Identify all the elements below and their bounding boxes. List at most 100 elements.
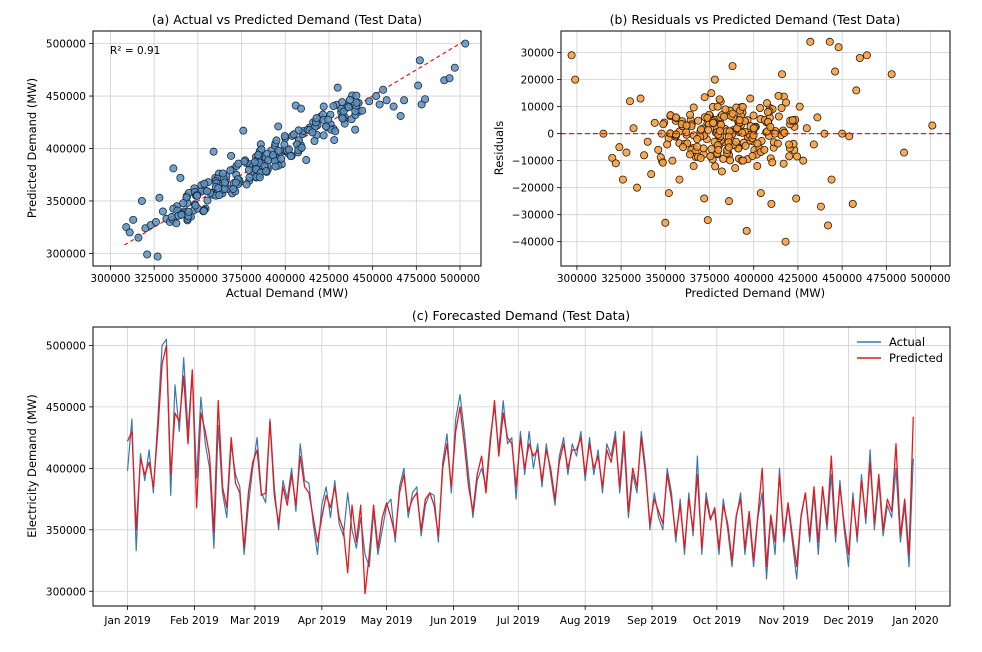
panel-a-ylabel: Predicted Demand (MW) — [25, 78, 39, 218]
panel-c-xtick-label: Aug 2019 — [560, 615, 611, 627]
panel-c-title: (c) Forecasted Demand (Test Data) — [412, 308, 630, 323]
panel-b-point — [825, 37, 834, 46]
panel-b-point — [694, 116, 703, 125]
panel-a-point — [209, 147, 218, 156]
panel-b-point — [707, 89, 716, 98]
panel-b-point — [615, 143, 624, 152]
panel-b-point — [711, 162, 720, 171]
panel-b-ytick-label: −30000 — [512, 210, 554, 222]
panel-b-point — [848, 199, 857, 208]
panel-a-point — [421, 95, 430, 104]
panel-b-point — [731, 164, 740, 173]
panel-a-point — [414, 81, 423, 90]
panel-c-xtick-label: Jan 2020 — [891, 615, 938, 627]
panel-c-xtick-label: Dec 2019 — [823, 615, 873, 627]
panel-b-xtick-label: 475000 — [866, 273, 906, 285]
panel-b-point — [739, 156, 748, 165]
panel-b-xtick-label: 350000 — [645, 273, 685, 285]
panel-a-point — [352, 98, 361, 107]
panel-b-point — [672, 130, 681, 139]
panel-c-xtick-label: Apr 2019 — [298, 615, 346, 627]
panel-b-point — [738, 128, 747, 137]
panel-b-point — [720, 112, 729, 121]
panel-b-xtick-label: 400000 — [734, 273, 774, 285]
panel-c-xtick-label: Jan 2019 — [103, 615, 150, 627]
panel-a-point — [338, 98, 347, 107]
panel-b-point — [715, 95, 724, 104]
panel-b-point — [709, 118, 718, 127]
panel-a-point — [272, 136, 281, 145]
panel-a-point — [143, 250, 152, 259]
panel-b-point — [852, 86, 861, 95]
panel-b-point — [782, 98, 791, 107]
panel-b-point — [661, 218, 670, 227]
panel-a-point — [227, 151, 236, 160]
panel-b-xtick-label: 425000 — [778, 273, 818, 285]
panel-b-point — [756, 104, 765, 113]
panel-c-ylabel: Electricity Demand (MW) — [25, 394, 39, 537]
panel-a-frame — [92, 30, 482, 267]
panel-b-point — [778, 70, 787, 79]
panel-b-ytick-label: −40000 — [512, 237, 554, 249]
panel-b-point — [726, 156, 735, 165]
panel-a-xlabel: Actual Demand (MW) — [226, 286, 348, 300]
panel-b-ytick-label: 10000 — [521, 102, 554, 114]
panel-b-point — [780, 128, 789, 137]
panel-b-point — [700, 194, 709, 203]
panel-a-point — [226, 166, 235, 175]
panel-b-point — [862, 51, 871, 60]
panel-b-point — [682, 121, 691, 130]
panel-b-point — [749, 111, 758, 120]
panel-b-point — [928, 121, 937, 130]
panel-b-point — [774, 112, 783, 121]
panel-a-point — [286, 152, 295, 161]
panel-a-point — [319, 131, 328, 140]
panel-b-point — [855, 54, 864, 63]
panel-a-point — [274, 122, 283, 131]
panel-a-point — [415, 56, 424, 65]
panel-a-point — [351, 125, 360, 134]
panel-a-point — [218, 169, 227, 178]
panel-a-point — [389, 102, 398, 111]
panel-c-xtick-label: Sep 2019 — [627, 615, 677, 627]
panel-b-point — [741, 141, 750, 150]
panel-b-point — [742, 226, 751, 235]
panel-a-xtick-label: 325000 — [134, 273, 174, 285]
panel-b-point — [728, 62, 737, 71]
panel-b-point — [658, 158, 667, 167]
panel-a-point — [176, 173, 185, 182]
panel-a-ytick-label: 400000 — [46, 144, 86, 156]
panel-a-point — [277, 154, 286, 163]
panel-c-frame — [92, 326, 951, 607]
panel-b-point — [686, 110, 695, 119]
panel-a-ytick-label: 500000 — [46, 39, 86, 51]
panel-b-point — [831, 67, 840, 76]
panel-b-point — [715, 126, 724, 135]
panel-a-point — [193, 191, 202, 200]
panel-c-xtick-label: Mar 2019 — [230, 615, 280, 627]
panel-b-point — [735, 116, 744, 125]
panel-b-point — [827, 175, 836, 184]
panel-b-point — [823, 221, 832, 230]
panel-b-point — [756, 189, 765, 198]
panel-a-point — [254, 150, 263, 159]
panel-b-point — [749, 124, 758, 133]
panel-a-point — [250, 158, 259, 167]
panel-c-forecast: (c) Forecasted Demand (Test Data) Jan 20… — [25, 308, 951, 627]
panel-b-point — [887, 70, 896, 79]
panel-b-point — [640, 151, 649, 160]
panel-b-point — [647, 170, 656, 179]
panel-b-point — [633, 183, 642, 192]
panel-b-point — [795, 102, 804, 111]
panel-a-point — [396, 111, 405, 120]
panel-a-point — [242, 180, 251, 189]
panel-a-point — [255, 173, 264, 182]
panel-a-point — [296, 104, 305, 113]
panel-b-point — [693, 135, 702, 144]
panel-b-point — [732, 137, 741, 146]
panel-b-point — [618, 175, 627, 184]
panel-a-point — [203, 196, 212, 205]
panel-b-point — [766, 122, 775, 131]
panel-b-xtick-label: 450000 — [822, 273, 862, 285]
